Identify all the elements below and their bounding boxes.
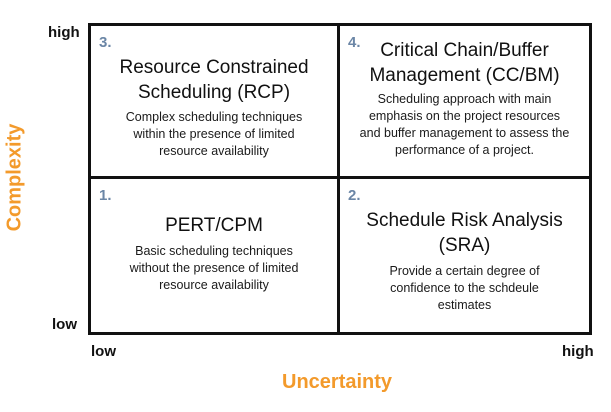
quadrant-number: 1. bbox=[99, 187, 112, 204]
quadrant-title-line: Scheduling (RCP) bbox=[137, 82, 291, 103]
matrix-frame bbox=[88, 23, 592, 335]
quadrant-desc-line: Scheduling approach with main bbox=[377, 92, 552, 106]
quadrant-title-line: Resource Constrained bbox=[119, 57, 309, 78]
quadrant-title-line: (SRA) bbox=[438, 235, 491, 256]
quadrant-desc-line: and buffer management to assess the bbox=[359, 126, 570, 140]
quadrant-title: PERT/CPM bbox=[91, 213, 337, 238]
vertical-divider bbox=[337, 23, 340, 335]
y-axis-low-label: low bbox=[52, 316, 77, 333]
quadrant-description: Provide a certain degree of confidence t… bbox=[340, 263, 589, 314]
quadrant-desc-line: confidence to the schdeule bbox=[390, 281, 539, 295]
quadrant-title: Resource Constrained Scheduling (RCP) bbox=[91, 55, 337, 105]
quadrant-description: Basic scheduling techniques without the … bbox=[91, 243, 337, 294]
quadrant-desc-line: resource availability bbox=[159, 144, 269, 158]
x-axis-title: Uncertainty bbox=[282, 371, 393, 393]
quadrant-desc-line: within the presence of limited bbox=[133, 127, 295, 141]
quadrant-title: Schedule Risk Analysis (SRA) bbox=[340, 208, 589, 258]
y-axis-high-label: high bbox=[48, 24, 80, 41]
quadrant-number: 2. bbox=[348, 187, 361, 204]
quadrant-title-line: Management (CC/BM) bbox=[369, 65, 560, 86]
quadrant-title: Critical Chain/Buffer Management (CC/BM) bbox=[340, 38, 589, 88]
quadrant-4-ccbm: 4. Critical Chain/Buffer Management (CC/… bbox=[340, 26, 589, 176]
quadrant-description: Scheduling approach with main emphasis o… bbox=[340, 91, 589, 159]
quadrant-2-sra: 2. Schedule Risk Analysis (SRA) Provide … bbox=[340, 179, 589, 332]
quadrant-number: 4. bbox=[348, 34, 361, 51]
horizontal-divider bbox=[88, 176, 592, 179]
quadrant-1-pert-cpm: 1. PERT/CPM Basic scheduling techniques … bbox=[91, 179, 337, 332]
quadrant-title-line: Schedule Risk Analysis bbox=[366, 210, 563, 231]
quadrant-title-line: Critical Chain/Buffer bbox=[380, 40, 549, 61]
x-axis-low-label: low bbox=[91, 343, 116, 360]
quadrant-title-line: PERT/CPM bbox=[165, 215, 263, 236]
y-axis-title: Complexity bbox=[3, 123, 26, 232]
quadrant-description: Complex scheduling techniques within the… bbox=[91, 109, 337, 160]
quadrant-desc-line: Basic scheduling techniques bbox=[135, 244, 293, 258]
quadrant-number: 3. bbox=[99, 34, 112, 51]
quadrant-3-rcp: 3. Resource Constrained Scheduling (RCP)… bbox=[91, 26, 337, 176]
quadrant-desc-line: performance of a project. bbox=[395, 143, 534, 157]
quadrant-desc-line: estimates bbox=[437, 298, 492, 312]
quadrant-desc-line: Complex scheduling techniques bbox=[125, 110, 303, 124]
x-axis-high-label: high bbox=[562, 343, 594, 360]
quadrant-desc-line: Provide a certain degree of bbox=[389, 264, 540, 278]
quadrant-desc-line: without the presence of limited bbox=[129, 261, 299, 275]
quadrant-desc-line: resource availability bbox=[159, 278, 269, 292]
quadrant-desc-line: emphasis on the project resources bbox=[368, 109, 561, 123]
